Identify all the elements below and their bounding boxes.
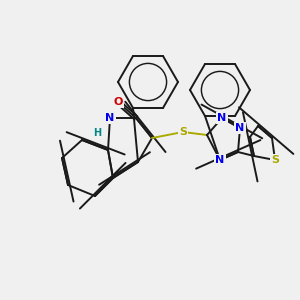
Text: N: N xyxy=(218,113,226,123)
Text: S: S xyxy=(179,127,187,137)
Text: H: H xyxy=(93,128,101,138)
Text: N: N xyxy=(105,113,115,123)
Text: N: N xyxy=(236,123,244,133)
Text: N: N xyxy=(215,155,225,165)
Text: S: S xyxy=(271,155,279,165)
Text: O: O xyxy=(113,97,123,107)
